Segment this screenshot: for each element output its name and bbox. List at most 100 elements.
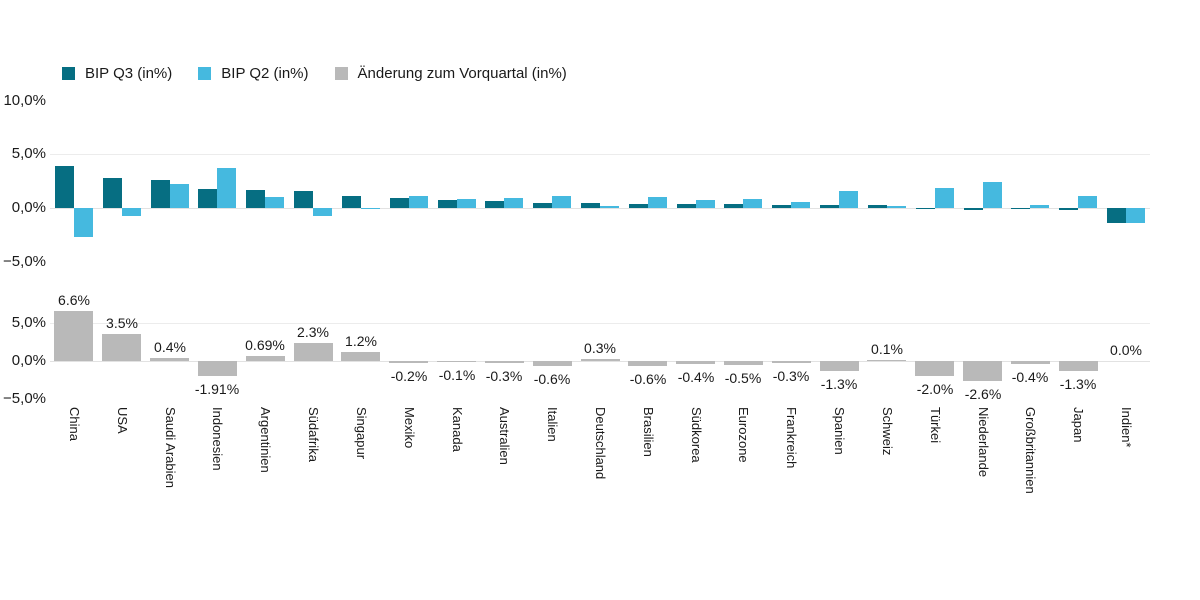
legend-item-bip-q3: BIP Q3 (in%) [62, 65, 172, 82]
change-value-label: -0.1% [438, 367, 476, 383]
bar-change-Spanien [820, 361, 859, 371]
x-axis-country-label: Australien [497, 407, 512, 465]
x-axis-country-label: Niederlande [976, 407, 991, 478]
bar-q2-Singapur [361, 208, 380, 209]
change-value-label: -0.3% [772, 368, 810, 384]
bar-q3-Italien [533, 203, 552, 208]
legend-swatch-q3-icon [62, 67, 75, 80]
bar-change-Indonesien [198, 361, 237, 376]
bar-q2-Türkei [935, 188, 954, 208]
bar-q2-Eurozone [743, 199, 762, 208]
bar-q2-USA [122, 208, 141, 216]
bar-q2-Großbritannien [1030, 205, 1049, 208]
bar-q3-Saudi Arabien [151, 180, 170, 208]
bar-q3-Schweiz [868, 205, 887, 208]
bar-change-Argentinien [246, 356, 285, 361]
x-axis-country-label: Südafrika [306, 407, 321, 462]
x-axis-country-label: Italien [545, 407, 560, 442]
bar-q3-Frankreich [772, 205, 791, 208]
bar-q2-Australien [504, 198, 523, 208]
bar-q2-Argentinien [265, 197, 284, 208]
change-value-label: -0.4% [677, 369, 715, 385]
bar-q3-USA [103, 178, 122, 208]
x-axis-country-label: Eurozone [736, 407, 751, 463]
change-value-label: -1.91% [194, 381, 240, 397]
bar-q2-Niederlande [983, 182, 1002, 208]
bottom-chart-y-tick-label: 0,0% [11, 352, 46, 369]
bar-change-Frankreich [772, 361, 811, 363]
x-axis-country-label: Schweiz [880, 407, 895, 456]
change-value-label: -0.6% [629, 371, 667, 387]
bar-change-Australien [485, 361, 524, 363]
change-value-label: 0.0% [1110, 342, 1142, 358]
bar-q2-Schweiz [887, 206, 906, 208]
bar-q3-Kanada [438, 200, 457, 208]
change-value-label: 2.3% [297, 324, 329, 340]
bar-change-Kanada [437, 361, 476, 362]
top-chart-gridline [50, 208, 1150, 209]
bar-q2-Kanada [457, 199, 476, 208]
bar-q3-Japan [1059, 208, 1078, 210]
bar-q3-Indonesien [198, 189, 217, 208]
x-axis-country-label: Japan [1071, 407, 1086, 443]
legend-label-bip-q3: BIP Q3 (in%) [85, 65, 173, 82]
bar-q3-Mexiko [390, 198, 409, 208]
change-value-label: 0.69% [245, 337, 285, 353]
bar-change-Singapur [341, 352, 380, 361]
bar-q3-Spanien [820, 205, 839, 208]
x-axis-country-label: USA [115, 407, 130, 434]
bar-change-Südkorea [676, 361, 715, 364]
legend-label-change: Änderung zum Vorquartal (in%) [357, 65, 567, 82]
bottom-chart-y-tick-label: −5,0% [3, 390, 46, 407]
top-chart-y-tick-label: 5,0% [11, 145, 46, 162]
bar-q2-Indien* [1126, 208, 1145, 223]
bar-change-Mexiko [389, 361, 428, 363]
bar-q3-Deutschland [581, 203, 600, 208]
bar-q3-Brasilien [629, 204, 648, 208]
bar-q3-Australien [485, 201, 504, 208]
legend-label-bip-q2: BIP Q2 (in%) [221, 65, 309, 82]
bar-change-Großbritannien [1011, 361, 1050, 364]
change-value-label: -0.2% [390, 368, 428, 384]
bar-change-Schweiz [867, 360, 906, 361]
bar-change-Türkei [915, 361, 954, 376]
x-axis-country-label: Indien* [1119, 407, 1134, 448]
bar-q3-Eurozone [724, 204, 743, 208]
legend: BIP Q3 (in%) BIP Q2 (in%) Änderung zum V… [62, 65, 567, 82]
bar-q3-Türkei [916, 208, 935, 209]
change-value-label: 6.6% [58, 292, 90, 308]
x-axis-country-label: China [67, 407, 82, 441]
change-value-label: 0.4% [154, 339, 186, 355]
bar-q3-Südafrika [294, 191, 313, 208]
bar-q3-Argentinien [246, 190, 265, 208]
bottom-chart-y-tick-label: 5,0% [11, 314, 46, 331]
top-chart-y-tick-label: 0,0% [11, 199, 46, 216]
bar-change-Italien [533, 361, 572, 366]
bar-q3-Singapur [342, 196, 361, 208]
legend-swatch-q2-icon [198, 67, 212, 80]
x-axis-country-label: Singapur [354, 407, 369, 460]
top-chart-y-tick-label: 10,0% [3, 92, 46, 109]
bar-q2-Deutschland [600, 206, 619, 208]
bar-change-USA [102, 334, 141, 361]
change-value-label: 3.5% [106, 315, 138, 331]
bar-change-Brasilien [628, 361, 667, 366]
bar-change-Saudi Arabien [150, 358, 189, 361]
x-axis-country-label: Kanada [450, 407, 465, 452]
change-value-label: 0.3% [584, 340, 616, 356]
x-axis-country-label: Saudi Arabien [163, 407, 178, 488]
change-value-label: -1.3% [820, 376, 858, 392]
bar-q3-China [55, 166, 74, 208]
bar-q2-Italien [552, 196, 571, 208]
bar-change-Eurozone [724, 361, 763, 365]
bar-q3-Niederlande [964, 208, 983, 210]
x-axis-country-label: Argentinien [258, 407, 273, 473]
bar-change-China [54, 311, 93, 361]
bar-q2-China [74, 208, 93, 237]
legend-swatch-change-icon [334, 67, 348, 80]
x-axis-country-label: Brasilien [641, 407, 656, 457]
bar-change-Deutschland [581, 359, 620, 361]
bar-q3-Großbritannien [1011, 208, 1030, 209]
